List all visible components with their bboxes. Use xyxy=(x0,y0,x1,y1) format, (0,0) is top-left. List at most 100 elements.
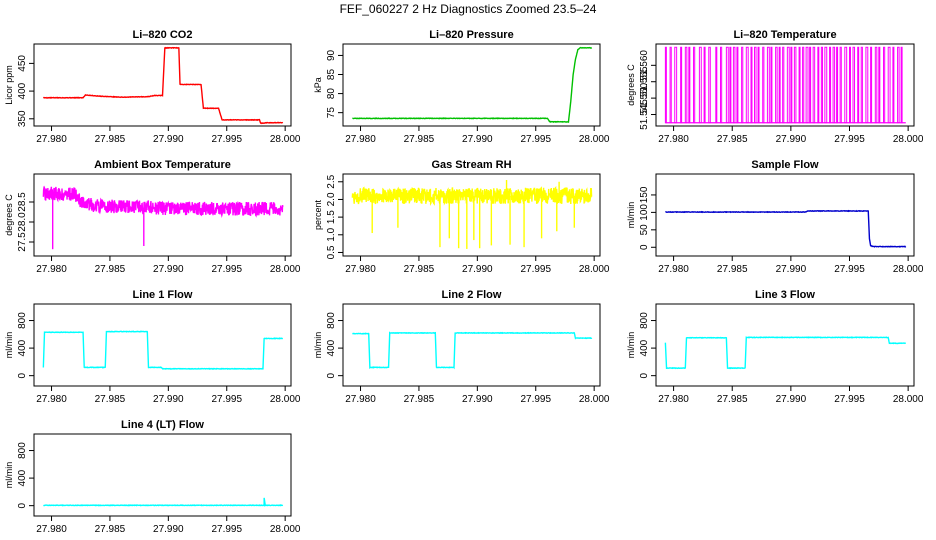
y-tick-label: 0 xyxy=(326,372,337,378)
x-tick-label: 27.990 xyxy=(462,134,493,145)
spike-mark xyxy=(725,46,729,124)
panel-title: Gas Stream RH xyxy=(431,159,511,171)
spike-mark xyxy=(849,46,851,124)
y-axis-label: ml/min xyxy=(626,332,636,359)
panel-line-1-flow: Line 1 Flow ml/min 27.980 27.985 27.990 27.99… xyxy=(4,289,301,405)
spike-mark xyxy=(684,46,688,124)
spike-mark xyxy=(802,46,805,124)
x-tick-label: 27.990 xyxy=(462,394,493,405)
y-axis-label: ml/min xyxy=(4,462,14,489)
panel-title: Line 1 Flow xyxy=(133,289,193,301)
spike-mark xyxy=(798,46,801,124)
spike-mark xyxy=(775,46,778,124)
x-tick-label: 27.990 xyxy=(776,264,807,275)
y-tick-label: 2.5 xyxy=(326,174,337,188)
spike-mark xyxy=(860,46,863,124)
x-tick-label: 27.995 xyxy=(520,394,551,405)
x-tick-label: 27.980 xyxy=(658,134,689,145)
x-tick-label: 27.985 xyxy=(95,264,126,275)
y-tick-label: 800 xyxy=(17,312,28,329)
series-line xyxy=(42,330,284,370)
x-tick-label: 27.995 xyxy=(520,134,551,145)
panel-title: Li–820 Pressure xyxy=(429,29,513,41)
x-tick-label: 27.985 xyxy=(95,394,126,405)
spike-mark xyxy=(892,46,895,124)
x-tick-label: 27.995 xyxy=(211,264,242,275)
plot-frame xyxy=(33,173,292,257)
x-tick-label: 27.980 xyxy=(658,394,689,405)
y-tick-label: 80 xyxy=(326,88,337,100)
x-tick-label: 27.990 xyxy=(462,264,493,275)
y-tick-label: 75 xyxy=(326,107,337,119)
y-tick-label: 0 xyxy=(639,372,650,378)
panel-title: Line 4 (LT) Flow xyxy=(121,419,204,431)
panel-title: Li–820 CO2 xyxy=(133,29,193,41)
plot-frame xyxy=(33,433,292,517)
x-tick-label: 27.985 xyxy=(717,394,748,405)
y-tick-label: 800 xyxy=(17,442,28,459)
plot-area xyxy=(665,209,907,248)
spike-mark xyxy=(693,46,696,124)
x-tick-label: 27.990 xyxy=(153,264,184,275)
spike-mark xyxy=(757,46,760,124)
spike-mark xyxy=(729,46,732,124)
spike-mark xyxy=(878,46,881,124)
x-tick-label: 27.980 xyxy=(36,134,67,145)
spike-mark xyxy=(839,46,842,124)
series-line xyxy=(352,46,593,124)
x-tick-label: 27.990 xyxy=(776,134,807,145)
spike-mark xyxy=(852,46,856,124)
y-tick-label: 1.5 xyxy=(326,210,337,224)
spike-mark xyxy=(664,46,667,124)
panel-title: Li–820 Temperature xyxy=(733,29,836,41)
x-tick-label: 27.995 xyxy=(834,134,865,145)
plot-area xyxy=(352,46,593,124)
spike-mark xyxy=(793,46,797,124)
plot-area xyxy=(42,185,284,250)
panel-title: Ambient Box Temperature xyxy=(94,159,231,171)
y-tick-label: 800 xyxy=(326,312,337,329)
y-tick-label: 51.550 xyxy=(639,82,650,113)
x-tick-label: 27.990 xyxy=(153,134,184,145)
y-tick-label: 51.545 xyxy=(639,99,650,130)
x-tick-label: 27.980 xyxy=(345,264,376,275)
y-tick-label: 350 xyxy=(17,110,28,127)
y-tick-label: 0 xyxy=(17,372,28,378)
panel-sample-flow: Sample Flow ml/min 27.980 27.985 27.990 27.99… xyxy=(626,159,924,275)
y-tick-label: 28.5 xyxy=(17,192,28,212)
x-tick-label: 28.000 xyxy=(893,394,924,405)
y-axis-label: Licor ppm xyxy=(4,65,14,105)
spike-mark xyxy=(720,46,723,124)
plot-frame xyxy=(342,173,601,257)
y-tick-label: 1.0 xyxy=(326,227,337,241)
x-tick-label: 27.995 xyxy=(520,264,551,275)
plot-frame xyxy=(655,303,915,387)
plot-frame xyxy=(33,303,292,387)
plot-area xyxy=(43,497,284,507)
y-tick-label: 150 xyxy=(639,186,650,203)
spike-mark xyxy=(805,46,809,124)
series-line xyxy=(351,185,593,206)
x-tick-label: 28.000 xyxy=(270,524,301,535)
x-tick-label: 28.000 xyxy=(270,134,301,145)
x-tick-label: 28.000 xyxy=(270,394,301,405)
spike-mark xyxy=(745,46,749,124)
spike-mark xyxy=(708,46,711,124)
panel-line-4-lt-flow: Line 4 (LT) Flow ml/min 27.980 27.985 27.990… xyxy=(4,419,301,535)
y-tick-label: 2.0 xyxy=(326,192,337,206)
y-tick-label: 400 xyxy=(17,469,28,486)
series-line xyxy=(42,46,284,125)
x-tick-label: 27.980 xyxy=(345,134,376,145)
x-tick-label: 27.995 xyxy=(211,394,242,405)
x-tick-label: 27.985 xyxy=(404,134,435,145)
series-line xyxy=(664,336,906,370)
spike-mark xyxy=(812,46,816,124)
y-tick-label: 400 xyxy=(326,339,337,356)
plot-area xyxy=(664,46,906,124)
spike-mark xyxy=(883,46,886,124)
panels: Li–820 CO2 Licor ppm 27.980 27.985 27.990 27.… xyxy=(4,29,924,535)
spike-mark xyxy=(786,46,790,124)
spike-mark xyxy=(741,46,744,124)
x-tick-label: 27.985 xyxy=(404,264,435,275)
